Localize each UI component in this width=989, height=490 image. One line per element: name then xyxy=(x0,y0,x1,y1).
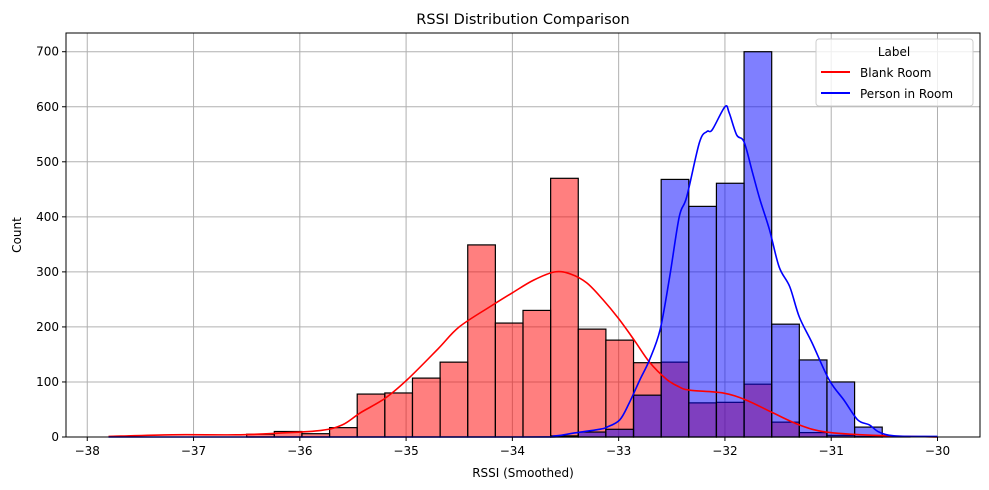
x-axis-label: RSSI (Smoothed) xyxy=(472,466,574,480)
x-tick-label: −32 xyxy=(712,444,737,458)
y-tick-label: 100 xyxy=(36,375,59,389)
bar-person-in-room xyxy=(605,428,635,438)
legend-label-blank-room: Blank Room xyxy=(860,66,931,80)
bar-person-in-room xyxy=(660,178,690,438)
legend-title: Label xyxy=(878,45,910,59)
bar-blank-room xyxy=(577,328,607,438)
bar-person-in-room xyxy=(577,431,607,438)
legend-label-person-in-room: Person in Room xyxy=(860,87,953,101)
kde-line-person-in-room xyxy=(108,105,938,438)
y-tick-label: 300 xyxy=(36,265,59,279)
bar-person-in-room xyxy=(771,323,800,438)
x-tick-label: −30 xyxy=(925,444,950,458)
axis-ticks: −38 −37 −36 −35 −34 −33 −32 −31 −30 0 100 200 300 400… xyxy=(36,45,950,458)
y-tick-label: 200 xyxy=(36,320,59,334)
y-tick-label: 600 xyxy=(36,100,59,114)
chart-title: RSSI Distribution Comparison xyxy=(416,12,629,28)
y-tick-label: 400 xyxy=(36,210,59,224)
bar-person-in-room xyxy=(632,394,662,438)
x-tick-label: −34 xyxy=(500,444,525,458)
histogram-bars xyxy=(246,51,911,438)
bar-blank-room xyxy=(550,177,579,438)
bar-blank-room xyxy=(384,392,414,438)
plot-frame xyxy=(65,32,981,438)
x-tick-label: −36 xyxy=(287,444,312,458)
bar-blank-room xyxy=(467,244,496,438)
x-tick-label: −31 xyxy=(819,444,844,458)
bar-blank-room xyxy=(411,377,441,438)
bar-blank-room xyxy=(494,322,524,438)
x-tick-label: −33 xyxy=(606,444,631,458)
bar-blank-room xyxy=(328,427,358,438)
kde-curves xyxy=(108,105,938,438)
bar-blank-room xyxy=(605,339,635,438)
x-tick-label: −38 xyxy=(75,444,100,458)
y-tick-label: 0 xyxy=(51,430,59,444)
bar-person-in-room xyxy=(715,182,745,438)
y-axis-label: Count xyxy=(10,217,24,253)
bar-blank-room xyxy=(439,361,469,438)
bar-person-in-room xyxy=(743,51,773,438)
x-tick-label: −35 xyxy=(393,444,418,458)
legend: Label Blank Room Person in Room xyxy=(815,38,974,107)
y-tick-label: 500 xyxy=(36,155,59,169)
legend-box xyxy=(815,38,974,107)
y-tick-label: 700 xyxy=(36,45,59,59)
bar-person-in-room xyxy=(798,359,828,438)
bar-person-in-room xyxy=(688,205,718,438)
kde-line-blank-room xyxy=(108,270,938,438)
x-tick-label: −37 xyxy=(181,444,206,458)
bar-blank-room xyxy=(522,309,552,438)
